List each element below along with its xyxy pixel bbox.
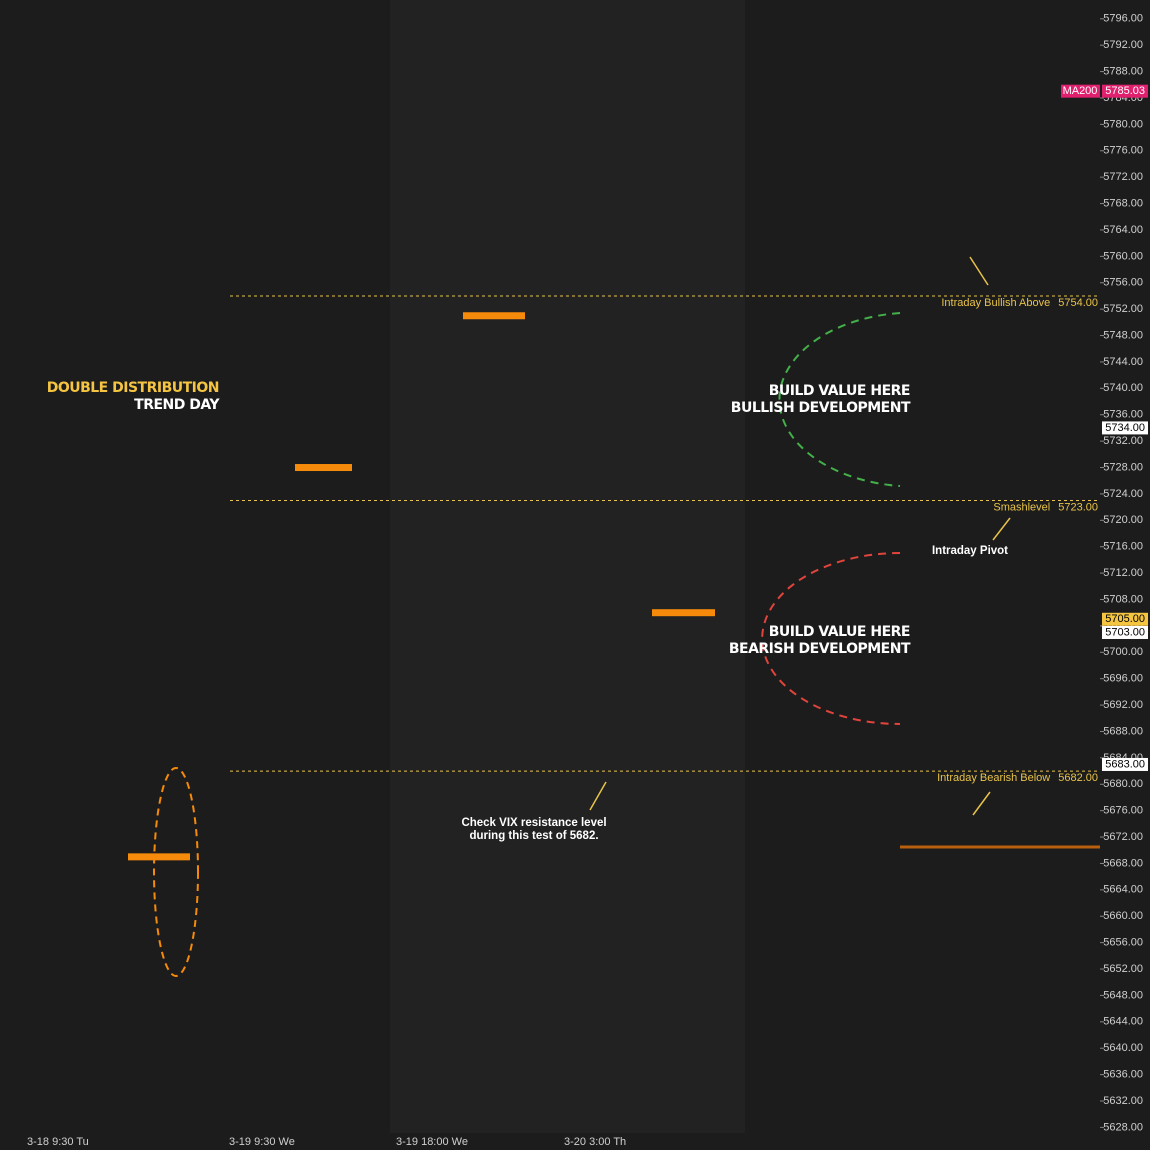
y-tick-label: 5760.00 [1103,250,1143,262]
poc-bar [128,853,190,861]
price-marker [1102,625,1148,639]
arrow [969,256,989,286]
y-tick-label: 5672.00 [1103,831,1143,843]
y-tick-label: 5720.00 [1103,514,1143,526]
arrow [992,517,1011,541]
price-marker-label: 5683.00 [1105,758,1145,770]
y-tick-label: 5724.00 [1103,488,1143,500]
y-tick-label: 5776.00 [1103,145,1143,157]
y-tick-label: 5652.00 [1103,963,1143,975]
annotation: BUILD VALUE HERE [769,383,910,399]
ma-tag [1061,84,1100,98]
y-tick-label: 5692.00 [1103,699,1143,711]
ma-name: MA200 [1063,85,1098,97]
level-name: Intraday Bearish Below [937,772,1050,784]
y-tick-label: 5688.00 [1103,725,1143,737]
arrow [589,781,607,811]
ma-value: 5785.03 [1105,85,1145,97]
price-marker [1102,421,1148,435]
y-tick-label: 5792.00 [1103,39,1143,51]
y-tick-label: 5716.00 [1103,541,1143,553]
y-tick-label: 5696.00 [1103,673,1143,685]
y-tick-label: 5632.00 [1103,1095,1143,1107]
poc-bar [463,312,525,320]
annotation: Check VIX resistance level [461,817,606,829]
annotation: BULLISH DEVELOPMENT [731,400,911,416]
y-tick-label: 5636.00 [1103,1069,1143,1081]
highlight-ellipse [153,767,199,977]
y-tick-label: 5752.00 [1103,303,1143,315]
y-tick-label: 5628.00 [1103,1121,1143,1133]
level-value: 5754.00 [1058,297,1098,309]
y-tick-label: 5748.00 [1103,329,1143,341]
price-marker [1102,612,1148,626]
arrow [972,791,991,816]
y-tick-label: 5664.00 [1103,884,1143,896]
y-tick-label: 5644.00 [1103,1016,1143,1028]
y-tick-label: 5764.00 [1103,224,1143,236]
annotation: TREND DAY [134,397,220,413]
y-tick-label: 5732.00 [1103,435,1143,447]
y-tick-label: 5676.00 [1103,805,1143,817]
annotation: BEARISH DEVELOPMENT [729,641,911,657]
y-tick-label: 5656.00 [1103,937,1143,949]
y-tick-label: 5668.00 [1103,857,1143,869]
y-tick-label: 5740.00 [1103,382,1143,394]
y-tick-label: 5788.00 [1103,65,1143,77]
x-tick-label: 3-20 3:00 Th [564,1136,626,1148]
annotation: Intraday Pivot [932,545,1008,557]
y-tick-label: 5640.00 [1103,1042,1143,1054]
price-marker-label: 5705.00 [1105,613,1145,625]
y-tick-label: 5768.00 [1103,197,1143,209]
x-tick-label: 3-18 9:30 Tu [27,1136,89,1148]
x-tick-label: 3-19 9:30 We [229,1136,295,1148]
price-marker-label: 5703.00 [1105,626,1145,638]
x-tick-label: 3-19 18:00 We [396,1136,468,1148]
price-axis [1100,0,1150,1150]
annotation: DOUBLE DISTRIBUTION [47,380,219,396]
y-tick-label: 5708.00 [1103,593,1143,605]
annotation: BUILD VALUE HERE [769,624,910,640]
y-tick-label: 5744.00 [1103,356,1143,368]
y-tick-label: 5700.00 [1103,646,1143,658]
y-tick-label: 5780.00 [1103,118,1143,130]
plot: DOUBLE DISTRIBUTION TREND DAY BUILD VALU… [47,256,1011,977]
y-tick-label: 5648.00 [1103,989,1143,1001]
level-name: Intraday Bullish Above [941,297,1050,309]
y-tick-label: 5772.00 [1103,171,1143,183]
y-tick-label: 5736.00 [1103,409,1143,421]
y-tick-label: 5660.00 [1103,910,1143,922]
level-name: Smashlevel [993,501,1050,513]
price-marker-label: 5734.00 [1105,422,1145,434]
y-tick-label: 5756.00 [1103,277,1143,289]
session-panel [390,0,745,1133]
y-tick-label: 5796.00 [1103,13,1143,25]
bullish-ellipse [778,312,901,487]
level-value: 5682.00 [1058,772,1098,784]
poc-bar [295,464,352,472]
annotation: during this test of 5682. [469,830,598,842]
y-tick-label: 5712.00 [1103,567,1143,579]
y-tick-label: 5680.00 [1103,778,1143,790]
price-marker [1102,757,1148,771]
ma-marker [1102,84,1148,98]
level-value: 5723.00 [1058,501,1098,513]
y-tick-label: 5728.00 [1103,461,1143,473]
poc-bar [652,609,715,617]
